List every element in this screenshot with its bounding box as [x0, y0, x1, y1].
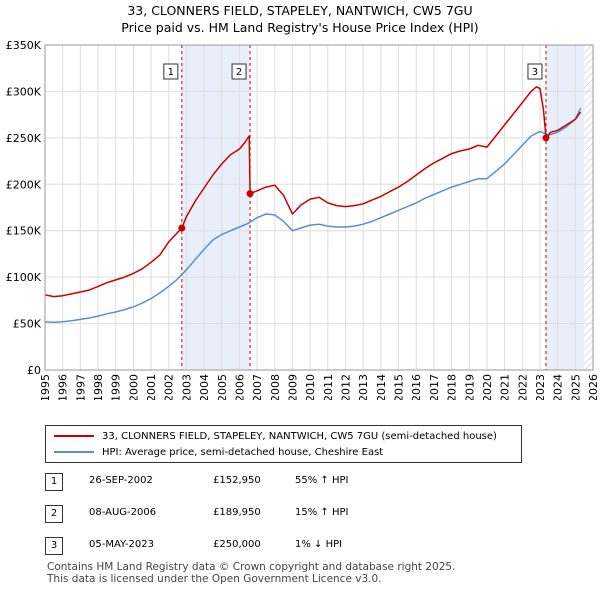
x-tick-label: 2001	[145, 374, 158, 400]
x-tick-label: 2000	[127, 374, 140, 400]
sale-label-box	[527, 63, 543, 80]
plot-frame	[44, 44, 594, 371]
sale-label-box	[163, 63, 179, 80]
legend: 33, CLONNERS FIELD, STAPELEY, NANTWICH, …	[45, 425, 522, 463]
price-chart: £0 £50K £100K £150K £200K £250K £300K £350K 1995…	[6, 39, 600, 400]
x-tick-label: 2024	[552, 374, 565, 400]
x-tick-label: 2002	[163, 374, 176, 400]
x-tick-label: 2026	[587, 374, 600, 400]
chart-subtitle: Price paid vs. HM Land Registry's House …	[121, 20, 479, 35]
x-tick-label: 1995	[39, 374, 52, 400]
x-tick-label: 2009	[286, 374, 299, 400]
legend-label-property: 33, CLONNERS FIELD, STAPELEY, NANTWICH, …	[102, 430, 497, 442]
x-tick-label: 2021	[499, 374, 512, 400]
x-tick-label: 2011	[322, 374, 335, 400]
y-tick-label: £150K	[6, 225, 42, 238]
legend-label-hpi: HPI: Average price, semi-detached house,…	[102, 446, 384, 458]
x-tick-label: 2003	[180, 374, 193, 400]
transaction-hpi: 55% ↑ HPI	[295, 475, 349, 486]
sale-point	[542, 134, 550, 142]
legend-swatch-property	[54, 435, 94, 437]
transaction-hpi: 1% ↓ HPI	[295, 539, 343, 550]
future-hatch	[584, 45, 593, 370]
x-tick-label: 2020	[481, 374, 494, 400]
sale-label: 1	[168, 67, 174, 78]
transaction-price: £250,000	[213, 539, 261, 550]
x-tick-label: 2017	[428, 374, 441, 400]
y-tick-label: £100K	[6, 271, 42, 284]
footer-licence: This data is licensed under the Open Gov…	[47, 573, 382, 585]
x-tick-label: 2014	[375, 374, 388, 400]
transaction-date: 05-MAY-2023	[89, 539, 155, 550]
sale-label: 3	[532, 67, 538, 78]
shaded-period	[545, 45, 585, 370]
y-tick-label: £350K	[6, 39, 42, 52]
y-tick-label: £250K	[6, 132, 42, 145]
x-tick-label: 2008	[269, 374, 282, 400]
transaction-row: 1 26-SEP-2002 £152,950 55% ↑ HPI	[45, 473, 565, 491]
transaction-row: 2 08-AUG-2006 £189,950 15% ↑ HPI	[45, 505, 565, 523]
x-tick-label: 2007	[251, 374, 264, 400]
chart-title: 33, CLONNERS FIELD, STAPELEY, NANTWICH, …	[127, 3, 473, 18]
x-tick-label: 2013	[357, 374, 370, 400]
y-tick-label: £50K	[13, 318, 42, 331]
x-tick-label: 2016	[410, 374, 423, 400]
transaction-row: 3 05-MAY-2023 £250,000 1% ↓ HPI	[45, 537, 565, 555]
property-price-line	[44, 86, 582, 298]
x-tick-label: 2005	[216, 374, 229, 400]
legend-item-hpi: HPI: Average price, semi-detached house,…	[54, 444, 383, 460]
sale-label-box	[231, 63, 247, 80]
transaction-date: 26-SEP-2002	[89, 475, 153, 486]
x-tick-label: 2012	[340, 374, 353, 400]
hpi-line	[44, 107, 582, 323]
x-tick-label: 2004	[198, 374, 211, 400]
x-tick-label: 2019	[463, 374, 476, 400]
transaction-date: 08-AUG-2006	[89, 507, 157, 518]
transaction-number: 1	[45, 473, 63, 491]
x-tick-label: 1998	[92, 374, 105, 400]
plot-area	[45, 45, 593, 370]
y-tick-label: £200K	[6, 178, 42, 191]
x-tick-label: 2010	[304, 374, 317, 400]
legend-swatch-hpi	[54, 451, 94, 453]
shaded-period	[181, 45, 251, 370]
sale-label: 2	[236, 67, 242, 78]
transaction-number: 2	[45, 505, 63, 523]
transaction-price: £189,950	[213, 507, 261, 518]
x-tick-label: 1999	[110, 374, 123, 400]
y-tick-label: £0	[27, 364, 41, 377]
legend-item-property: 33, CLONNERS FIELD, STAPELEY, NANTWICH, …	[54, 428, 497, 444]
x-tick-label: 1997	[74, 374, 87, 400]
sale-point	[246, 190, 254, 198]
y-tick-label: £300K	[6, 85, 42, 98]
x-tick-label: 2025	[569, 374, 582, 400]
x-tick-label: 2018	[446, 374, 459, 400]
x-tick-label: 2023	[534, 374, 547, 400]
transaction-price: £152,950	[213, 475, 261, 486]
footer-copyright: Contains HM Land Registry data © Crown c…	[47, 561, 456, 573]
x-tick-label: 2015	[393, 374, 406, 400]
transaction-number: 3	[45, 537, 63, 555]
sale-point	[178, 224, 186, 232]
x-tick-label: 2006	[233, 374, 246, 400]
x-tick-label: 1996	[57, 374, 70, 400]
x-tick-label: 2022	[516, 374, 529, 400]
transaction-hpi: 15% ↑ HPI	[295, 507, 349, 518]
